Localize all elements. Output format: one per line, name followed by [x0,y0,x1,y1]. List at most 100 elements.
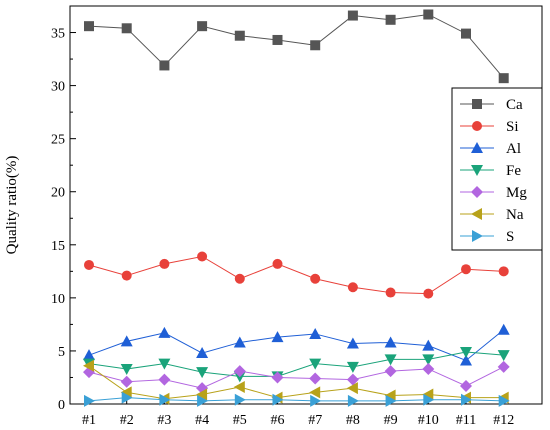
y-tick-label: 20 [51,186,65,201]
data-point [347,394,359,407]
data-point [346,382,358,395]
legend-label: Ca [506,97,523,113]
data-point [233,381,245,394]
data-point [385,394,397,407]
data-point [196,347,209,359]
x-tick-label: #11 [456,413,476,428]
x-tick-label: #7 [308,413,322,428]
data-point [422,354,435,366]
data-point [384,389,396,402]
data-point [158,373,171,386]
series-line [88,329,505,362]
data-point [498,266,509,277]
data-point [121,391,133,404]
data-point [461,28,471,39]
legend-item-na: Na [460,207,524,223]
data-point [234,273,245,284]
y-tick-label: 35 [51,27,65,42]
y-tick-label: 10 [51,292,65,307]
legend-marker [471,142,483,153]
x-tick-label: #8 [346,413,360,428]
legend: Ca Si Al Fe Mg Na S [451,87,543,251]
y-axis-title: Quality ratio(%) [4,156,20,255]
series-line [88,365,504,400]
legend-marker [472,121,482,131]
legend-item-ca: Ca [460,97,523,113]
data-point [423,9,434,20]
y-axis: 0 5 10 15 20 25 30 35 [51,27,76,413]
x-tick-label: #3 [157,413,171,428]
data-point [197,251,208,262]
legend-marker [472,99,482,109]
data-point [460,379,472,392]
data-point [84,259,94,270]
data-point [83,349,95,361]
data-point [121,23,132,34]
legend-item-si: Si [460,119,519,135]
data-point [310,273,321,284]
legend-marker [472,230,483,242]
data-point [498,394,510,407]
legend-marker [471,186,483,198]
series-fe [83,346,510,383]
data-point [423,288,434,299]
data-point [83,359,94,372]
x-tick-label: #6 [271,413,285,428]
series-mg [83,360,510,395]
data-point [84,21,94,32]
series-si [84,251,509,299]
legend-item-mg: Mg [460,185,527,201]
series-layer [83,9,510,407]
series-line [88,366,504,389]
data-point [197,394,209,407]
data-point [121,270,132,281]
data-point [461,264,471,275]
y-tick-label: 30 [51,80,65,95]
y-tick-label: 15 [51,239,65,254]
legend-item-al: Al [460,141,521,157]
data-point [422,362,435,375]
x-tick-label: #2 [120,413,134,428]
legend-box [451,87,543,251]
data-point [159,60,170,71]
x-tick-label: #4 [195,413,209,428]
data-point [272,258,283,269]
series-s [84,391,510,407]
y-tick-label: 5 [58,345,65,360]
data-point [271,331,284,343]
data-point [384,365,397,378]
data-point [347,10,358,21]
data-point [196,367,209,379]
legend-label: Mg [506,185,527,201]
data-point [309,358,322,370]
data-point [120,363,133,375]
x-tick-label: #5 [233,413,247,428]
legend-label: Fe [506,163,521,179]
data-point [385,287,396,298]
data-point [159,258,170,269]
data-point [120,375,133,388]
x-tick-label: #10 [418,413,439,428]
data-point [346,373,359,386]
data-point [498,73,509,84]
x-axis: #1 #2 #3 #4 #5 #6 #7 #8 #9 #10 #11 #12 [82,398,514,428]
data-point [423,393,435,406]
y-tick-label: 25 [51,133,65,148]
data-point [346,337,359,349]
series-line [88,351,504,377]
data-point [120,335,133,347]
data-point [272,393,284,406]
data-point [309,327,322,339]
data-point [234,393,246,406]
data-point [158,358,171,370]
data-point [158,326,171,338]
data-point [120,386,132,399]
data-point [384,336,397,348]
data-point [309,386,321,399]
series-al [83,323,510,366]
data-point [385,14,396,25]
data-point [196,388,208,401]
data-point [310,40,321,51]
x-tick-label: #12 [493,413,514,428]
